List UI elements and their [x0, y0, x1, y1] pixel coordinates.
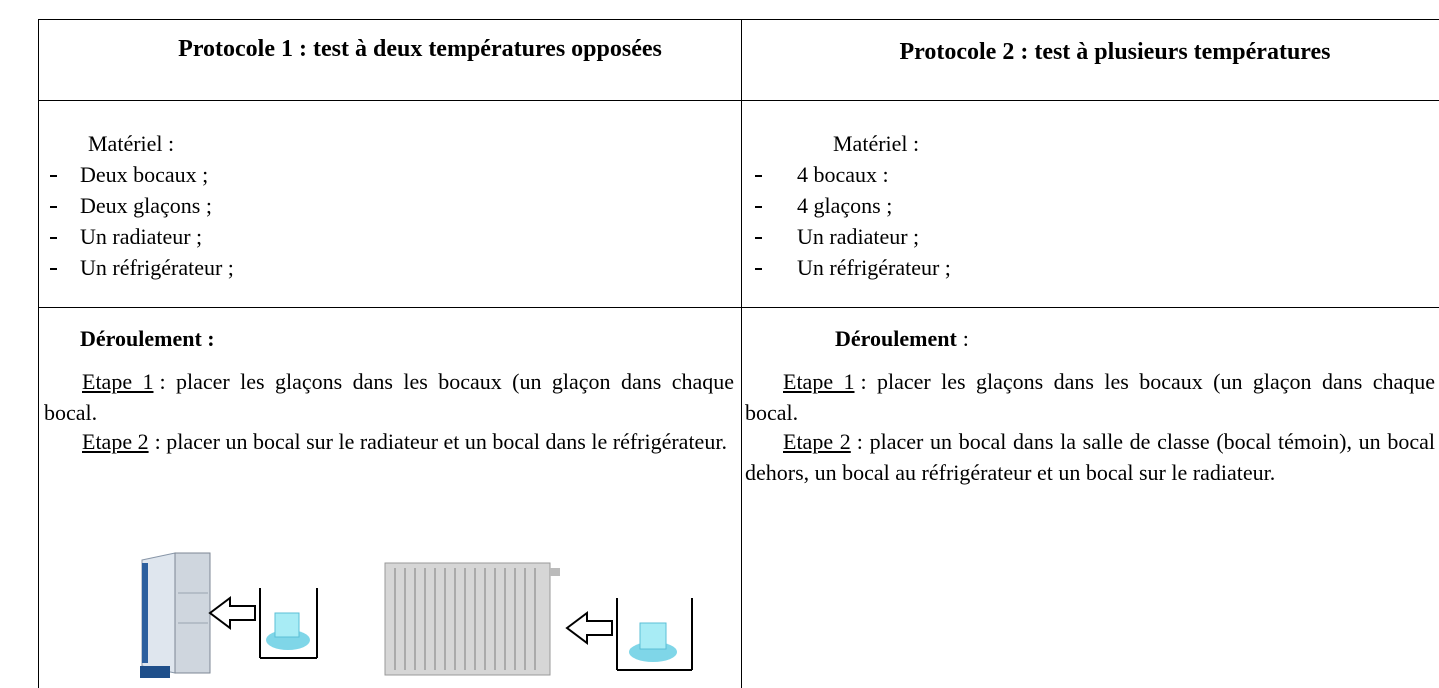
section-title-suffix: : [963, 326, 969, 351]
list-dash [755, 268, 762, 270]
list-item: Deux bocaux ; [80, 159, 208, 190]
list-item: Un réfrigérateur ; [797, 252, 951, 283]
step-text: : placer un bocal sur le radiateur et un… [155, 429, 727, 454]
step-label: Etape 2 [783, 429, 851, 454]
section-title: Déroulement: [835, 323, 969, 354]
list-dash [755, 175, 762, 177]
table-border [38, 19, 1439, 20]
jar-icon [617, 598, 692, 670]
list-dash [755, 237, 762, 239]
step-paragraph: Etape 2: placer un bocal dans la salle d… [745, 426, 1435, 488]
fridge-icon [140, 553, 210, 678]
radiator-icon [385, 563, 560, 675]
list-dash [50, 268, 57, 270]
document: Protocole 1 : test à deux températures o… [0, 0, 1439, 688]
section-title: Déroulement : [80, 323, 215, 354]
section-title-text: Déroulement [835, 326, 957, 351]
list-item: Un radiateur ; [797, 221, 919, 252]
arrow-icon [567, 613, 612, 643]
list-item: Un radiateur ; [80, 221, 202, 252]
step-label: Etape 1 [783, 369, 855, 394]
step-paragraph: Etape 1: placer les glaçons dans les boc… [44, 366, 734, 428]
column-header: Protocole 1 : test à deux températures o… [150, 36, 690, 62]
list-dash [50, 175, 57, 177]
section-title: Matériel : [833, 128, 919, 159]
step-paragraph: Etape 2: placer un bocal sur le radiateu… [44, 426, 734, 457]
section-title: Matériel : [88, 128, 174, 159]
list-item: Deux glaçons ; [80, 190, 212, 221]
section-title-text: Déroulement : [80, 326, 215, 351]
row-border [38, 100, 1439, 101]
column-border [741, 19, 742, 688]
row-border [38, 307, 1439, 308]
list-dash [755, 206, 762, 208]
step-paragraph: Etape 1: placer les glaçons dans les boc… [745, 366, 1435, 428]
table-border [38, 19, 39, 688]
list-dash [50, 206, 57, 208]
list-dash [50, 237, 57, 239]
step-label: Etape 1 [82, 369, 154, 394]
arrow-icon [210, 598, 255, 628]
jar-icon [260, 588, 317, 658]
illustration [120, 548, 720, 683]
list-item: 4 bocaux : [797, 159, 889, 190]
list-item: 4 glaçons ; [797, 190, 892, 221]
step-label: Etape 2 [82, 429, 149, 454]
column-header: Protocole 2 : test à plusieurs températu… [790, 39, 1439, 65]
list-item: Un réfrigérateur ; [80, 252, 234, 283]
